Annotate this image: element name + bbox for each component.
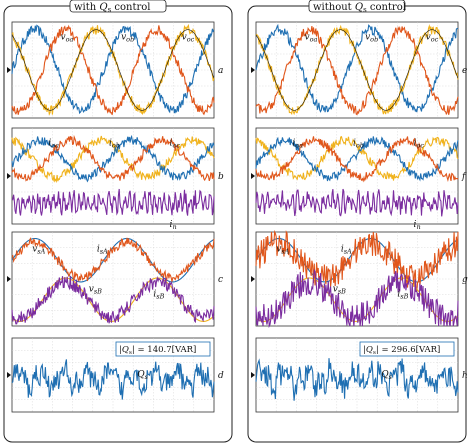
annotation-text: |Qs| = 296.6[VAR] bbox=[363, 345, 440, 356]
panel-b: ioa iob ioc in b bbox=[7, 127, 224, 231]
series-label-isB: isB bbox=[153, 289, 164, 300]
series-label-isB: isB bbox=[397, 289, 408, 300]
series-line-3 bbox=[255, 29, 459, 111]
series-label-voc: voc bbox=[182, 33, 195, 44]
series-label-in: in bbox=[414, 220, 421, 231]
series-line-2 bbox=[255, 24, 459, 116]
series-label-iob: iob bbox=[109, 139, 120, 150]
panel-e: voa vob voc e bbox=[251, 21, 467, 119]
series-label-vob: vob bbox=[121, 33, 134, 44]
series-label-isA: isA bbox=[97, 244, 108, 255]
panel-letter: h bbox=[462, 371, 468, 381]
series-line-3 bbox=[255, 188, 459, 217]
series-label-in: in bbox=[170, 220, 177, 231]
series-line-1 bbox=[11, 237, 215, 283]
series-line-1 bbox=[11, 134, 215, 183]
series-label-voa: voa bbox=[304, 33, 317, 44]
series-label-ioa: ioa bbox=[292, 139, 303, 150]
zero-marker bbox=[251, 276, 255, 282]
column-0: with Qs control voa vob voc a ioa iob ioc in b vsA… bbox=[3, 0, 233, 443]
panel-letter: d bbox=[218, 371, 224, 381]
zero-marker bbox=[251, 372, 255, 378]
series-line-1 bbox=[255, 229, 459, 292]
series-label-isA: isA bbox=[341, 244, 352, 255]
series-line-3 bbox=[11, 275, 215, 325]
series-label-vsA: vsA bbox=[276, 244, 289, 255]
column-title: with Qs control bbox=[74, 2, 150, 14]
series-label-vsB: vsB bbox=[89, 285, 102, 296]
series-label-iob: iob bbox=[353, 139, 364, 150]
panel-c: vsA isA vsB isB c bbox=[7, 231, 223, 327]
series-label-ioc: ioc bbox=[414, 139, 425, 150]
series-line-3 bbox=[255, 268, 459, 329]
series-label-ioa: ioa bbox=[48, 139, 59, 150]
column-title-box bbox=[69, 0, 167, 13]
zero-marker bbox=[251, 173, 255, 179]
panel-g: vsA isA vsB isB g bbox=[251, 229, 468, 329]
panel-h: Qs |Qs| = 296.6[VAR] h bbox=[251, 337, 468, 413]
panel-f: ioa iob ioc in f bbox=[251, 127, 467, 231]
series-line-2 bbox=[255, 136, 459, 183]
zero-marker bbox=[7, 67, 11, 73]
series-line-3 bbox=[11, 188, 215, 216]
series-line-3 bbox=[11, 29, 215, 111]
zero-marker bbox=[7, 276, 11, 282]
series-line-0 bbox=[11, 24, 215, 115]
series-line-0 bbox=[255, 358, 459, 401]
series-label-vsB: vsB bbox=[333, 285, 346, 296]
panel-letter: f bbox=[461, 172, 467, 182]
series-label-vsA: vsA bbox=[32, 244, 45, 255]
panel-letter: c bbox=[218, 275, 223, 285]
series-line-1 bbox=[11, 24, 215, 116]
panel-letter: a bbox=[218, 66, 223, 76]
zero-marker bbox=[7, 372, 11, 378]
series-line-1 bbox=[255, 25, 459, 116]
zero-marker bbox=[7, 173, 11, 179]
zero-marker bbox=[251, 67, 255, 73]
series-line-0 bbox=[11, 359, 215, 400]
series-label-voa: voa bbox=[60, 33, 73, 44]
series-line-0 bbox=[255, 135, 459, 181]
series-label-ioc: ioc bbox=[170, 139, 181, 150]
series-label-vob: vob bbox=[365, 33, 378, 44]
series-label-Qs: Qs bbox=[381, 370, 392, 381]
annotation-box bbox=[115, 341, 211, 357]
panel-letter: e bbox=[462, 66, 467, 76]
column-title-box bbox=[308, 0, 406, 13]
series-line-0 bbox=[11, 135, 215, 184]
column-1: without Qs control voa vob voc e ioa iob ioc in f… bbox=[247, 0, 468, 443]
panel-a: voa vob voc a bbox=[7, 21, 223, 119]
series-line-0 bbox=[255, 23, 459, 113]
annotation-box bbox=[359, 341, 455, 357]
panel-d: Qs |Qs| = 140.7[VAR] d bbox=[7, 337, 224, 413]
annotation-text: |Qs| = 140.7[VAR] bbox=[119, 345, 196, 356]
column-title: without Qs control bbox=[313, 2, 406, 14]
panel-letter: b bbox=[218, 172, 224, 182]
series-line-2 bbox=[11, 134, 215, 182]
series-label-Qs: Qs bbox=[137, 370, 148, 381]
series-line-1 bbox=[255, 136, 459, 182]
series-label-voc: voc bbox=[426, 33, 439, 44]
panel-letter: g bbox=[462, 275, 468, 285]
